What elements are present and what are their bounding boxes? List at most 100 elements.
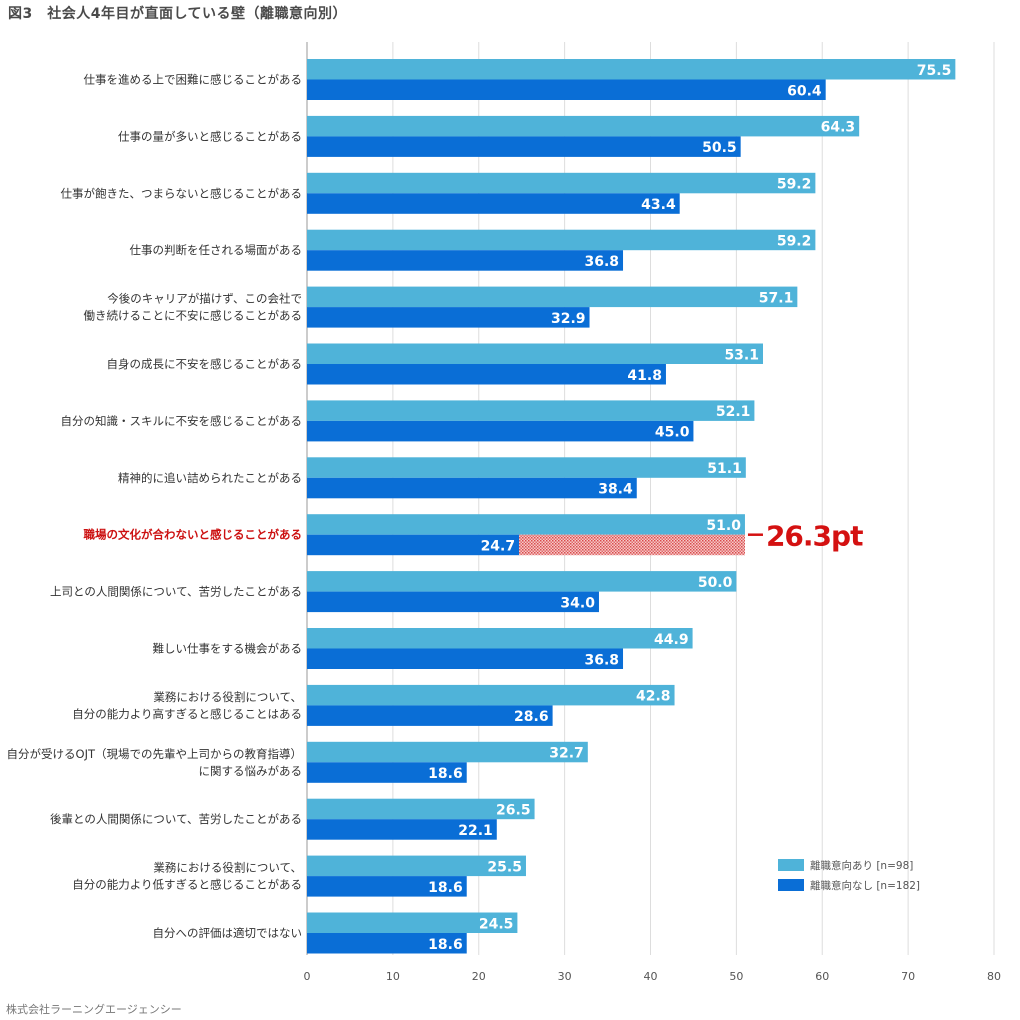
bar-value-label: 32.7 [549,746,584,762]
x-tick-label: 20 [472,970,486,983]
bar-turnover-no [307,534,520,556]
category-label: 難しい仕事をする機会がある [153,642,303,656]
category-label: 業務における役割について、 [153,690,302,704]
bar-turnover-no [307,193,680,214]
bar-turnover-no [307,364,666,385]
bar-value-label: 59.2 [777,177,812,193]
bar-value-label: 26.5 [496,802,531,818]
category-label: 仕事が飽きた、つまらないと感じることがある [61,186,303,200]
bar-turnover-no [307,477,637,499]
difference-label: 26.3pt [766,520,863,553]
category-label: 自分の知識・スキルに不安を感じることがある [61,414,303,428]
bar-turnover-no [307,136,741,157]
bar-turnover-yes [307,741,588,763]
bar-value-label: 50.5 [702,140,737,156]
bar-turnover-yes [307,571,737,592]
bar-turnover-no [307,819,497,840]
x-tick-label: 70 [901,970,915,983]
category-labels: 仕事を進める上で困難に感じることがある仕事の量が多いと感じることがある仕事が飽き… [7,73,302,941]
bar-turnover-no [307,705,553,726]
category-label: 仕事を進める上で困難に感じることがある [84,73,303,87]
bars: 75.5 60.4 64.3 50.5 59.2 43.4 59.2 36.8 57.1 32.9… [307,59,956,954]
bar-turnover-yes [307,115,860,137]
legend-label: 離職意向あり [n=98] [810,859,913,872]
bar-turnover-no [307,250,624,271]
category-label: 後輩との人間関係について、苦労したことがある [50,812,302,826]
bar-value-label: 64.3 [821,120,856,136]
bar-turnover-yes [307,855,526,877]
category-label: 自分の能力より低すぎると感じることがある [72,878,302,892]
bar-value-label: 36.8 [584,652,619,668]
category-label: 自分が受けるOJT（現場での先輩や上司からの教育指導） [7,747,302,761]
bar-value-label: 53.1 [724,347,759,363]
bar-turnover-no [307,79,826,100]
x-tick-label: 50 [729,970,743,983]
legend-swatch-turnover-no [778,879,804,891]
bar-turnover-no [307,762,467,783]
legend-swatch-turnover-yes [778,859,804,871]
bar-value-label: 51.1 [707,461,742,477]
bar-turnover-no [307,933,467,954]
category-label: 仕事の判断を任される場面がある [130,243,303,257]
bar-turnover-yes [307,343,763,364]
bar-value-label: 24.7 [481,538,516,554]
bar-turnover-no [307,876,467,897]
category-label: 業務における役割について、 [153,861,302,875]
bar-turnover-yes [307,457,746,478]
category-label: 自身の成長に不安を感じることがある [107,357,303,371]
bar-value-label: 41.8 [627,368,662,384]
category-label: 働き続けることに不安に感じることがある [84,309,303,323]
category-label: 仕事の量が多いと感じることがある [118,129,302,143]
bar-turnover-yes [307,628,693,649]
bar-value-label: 43.4 [641,197,676,213]
bar-value-label: 50.0 [698,575,733,591]
bar-value-label: 59.2 [777,233,812,249]
category-label: 自分の能力より高すぎると感じることはある [72,707,302,721]
x-tick-label: 80 [987,970,1001,983]
bar-value-label: 18.6 [428,880,463,896]
bar-value-label: 57.1 [759,290,794,306]
x-tick-label: 60 [815,970,829,983]
category-label: に関する悩みがある [199,764,303,778]
bar-turnover-yes [307,912,518,933]
bar-value-label: 18.6 [428,937,463,953]
bar-value-label: 52.1 [716,404,751,420]
bar-turnover-no [307,648,624,669]
bar-value-label: 28.6 [514,709,549,725]
bar-value-label: 75.5 [917,63,952,79]
credit-text: 株式会社ラーニングエージェンシー [6,1003,182,1016]
chart-title: 図3 社会人4年目が直面している壁（離職意向別） [8,6,348,22]
bar-value-label: 32.9 [551,311,586,327]
bar-value-label: 42.8 [636,689,671,705]
bar-value-label: 51.0 [706,518,741,534]
x-axis-ticks: 0 10 20 30 40 50 60 70 80 [304,970,1002,983]
bar-turnover-no [307,420,694,442]
category-label: 自分への評価は適切ではない [153,926,303,940]
bar-turnover-yes [307,59,956,80]
bar-value-label: 18.6 [428,766,463,782]
difference-gap-area [519,534,745,556]
x-tick-label: 0 [304,970,311,983]
bar-value-label: 38.4 [598,482,633,498]
x-tick-label: 10 [386,970,400,983]
category-label: 職場の文化が合わないと感じることがある [84,528,303,542]
x-tick-label: 30 [558,970,572,983]
bar-turnover-yes [307,286,798,308]
bar-turnover-no [307,307,590,328]
bar-turnover-yes [307,798,535,820]
legend: 離職意向あり [n=98] 離職意向なし [n=182] [778,859,920,892]
bar-value-label: 44.9 [654,632,689,648]
bar-value-label: 22.1 [458,823,493,839]
bar-turnover-yes [307,400,755,421]
bar-turnover-no [307,591,599,613]
bar-value-label: 45.0 [655,425,690,441]
bar-turnover-yes [307,229,816,251]
bar-value-label: 36.8 [584,254,619,270]
legend-label: 離職意向なし [n=182] [810,879,920,892]
bar-value-label: 24.5 [479,916,514,932]
category-label: 今後のキャリアが描けず、この会社で [107,292,302,306]
bar-value-label: 60.4 [787,83,822,99]
bar-turnover-yes [307,684,675,706]
bar-value-label: 25.5 [487,859,522,875]
